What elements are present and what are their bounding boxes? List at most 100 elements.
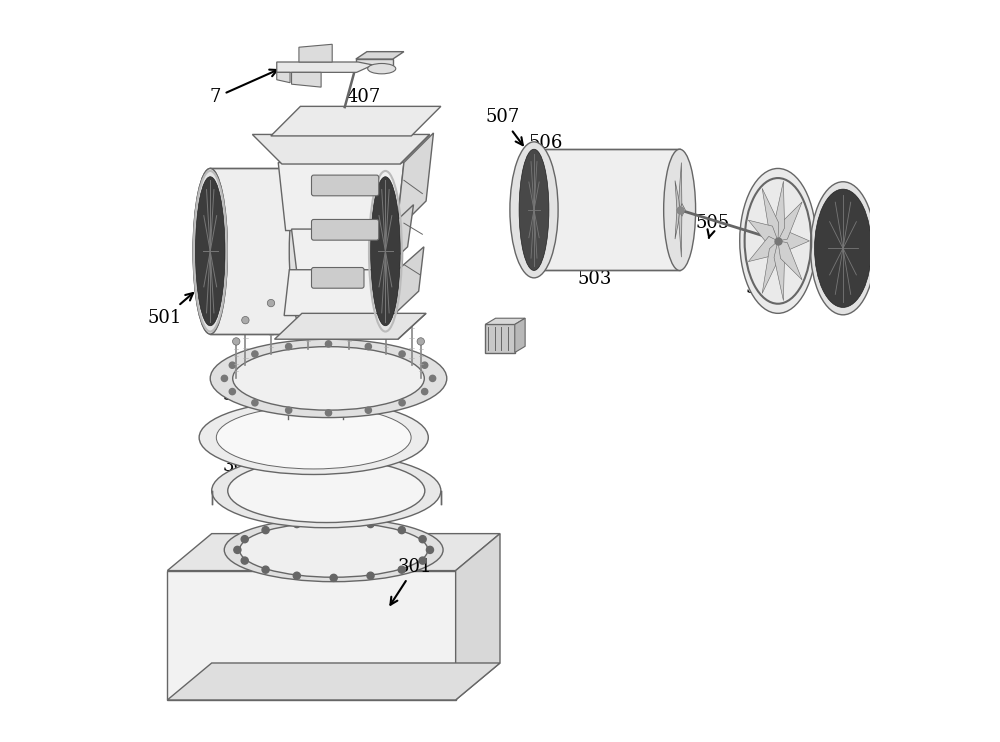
Ellipse shape: [810, 182, 876, 315]
Circle shape: [229, 362, 235, 368]
Text: 507: 507: [485, 108, 523, 145]
Circle shape: [293, 520, 300, 528]
Polygon shape: [356, 52, 404, 59]
Polygon shape: [675, 180, 680, 210]
Circle shape: [241, 557, 248, 564]
Ellipse shape: [368, 168, 402, 334]
Circle shape: [419, 557, 426, 564]
Polygon shape: [210, 168, 306, 334]
Polygon shape: [515, 318, 525, 352]
Ellipse shape: [815, 189, 871, 307]
Circle shape: [345, 290, 353, 298]
Polygon shape: [356, 59, 393, 67]
Circle shape: [293, 572, 300, 580]
Circle shape: [325, 410, 332, 416]
Ellipse shape: [193, 168, 227, 334]
Circle shape: [262, 527, 269, 533]
Circle shape: [398, 566, 405, 574]
Polygon shape: [748, 220, 778, 246]
Polygon shape: [534, 149, 680, 271]
Text: 503: 503: [577, 253, 612, 288]
Ellipse shape: [510, 142, 558, 278]
Text: 302: 302: [348, 452, 383, 475]
Polygon shape: [252, 134, 430, 164]
Polygon shape: [167, 571, 456, 700]
Circle shape: [330, 574, 337, 582]
Polygon shape: [680, 203, 685, 217]
Circle shape: [398, 527, 405, 533]
Ellipse shape: [289, 168, 323, 334]
Ellipse shape: [228, 459, 425, 522]
Circle shape: [426, 546, 433, 554]
Circle shape: [229, 389, 235, 395]
Polygon shape: [774, 181, 785, 241]
Ellipse shape: [519, 149, 549, 271]
Polygon shape: [400, 134, 430, 164]
Ellipse shape: [199, 401, 428, 474]
Circle shape: [365, 344, 371, 349]
Circle shape: [282, 397, 294, 409]
Ellipse shape: [224, 518, 443, 582]
Ellipse shape: [740, 168, 816, 313]
FancyBboxPatch shape: [311, 268, 364, 288]
Circle shape: [221, 375, 228, 381]
Polygon shape: [774, 241, 785, 301]
Circle shape: [286, 407, 292, 413]
Circle shape: [241, 536, 248, 542]
Polygon shape: [397, 133, 433, 231]
Circle shape: [382, 299, 390, 306]
Circle shape: [408, 316, 415, 324]
Text: 7: 7: [210, 70, 277, 107]
Text: 504: 504: [649, 191, 683, 214]
Text: 506: 506: [529, 134, 581, 165]
Ellipse shape: [664, 149, 696, 271]
Text: 301: 301: [390, 558, 432, 605]
Polygon shape: [275, 313, 426, 339]
Circle shape: [252, 351, 258, 357]
Text: 304: 304: [351, 385, 386, 408]
Ellipse shape: [216, 406, 411, 469]
Polygon shape: [679, 210, 682, 257]
Circle shape: [429, 375, 436, 381]
Text: 508: 508: [745, 265, 780, 298]
Polygon shape: [675, 209, 680, 239]
Circle shape: [337, 397, 349, 409]
Polygon shape: [762, 241, 779, 293]
Polygon shape: [485, 324, 515, 352]
Text: 407: 407: [346, 88, 380, 116]
Polygon shape: [299, 45, 332, 62]
Polygon shape: [398, 313, 426, 339]
Circle shape: [234, 546, 241, 554]
Polygon shape: [762, 188, 779, 241]
Polygon shape: [778, 231, 809, 251]
Polygon shape: [167, 663, 500, 700]
Polygon shape: [456, 533, 500, 700]
Polygon shape: [778, 241, 802, 280]
Polygon shape: [679, 162, 682, 210]
Text: 303: 303: [223, 444, 265, 475]
Ellipse shape: [193, 168, 227, 334]
Circle shape: [262, 566, 269, 574]
Polygon shape: [284, 270, 398, 315]
Polygon shape: [278, 162, 404, 231]
Polygon shape: [393, 247, 424, 315]
Polygon shape: [748, 237, 778, 262]
Polygon shape: [778, 202, 802, 241]
Circle shape: [422, 389, 428, 395]
Polygon shape: [292, 229, 388, 272]
Ellipse shape: [240, 522, 428, 577]
Circle shape: [267, 299, 275, 306]
FancyBboxPatch shape: [311, 220, 379, 240]
Polygon shape: [485, 318, 525, 324]
Polygon shape: [167, 533, 500, 571]
Circle shape: [325, 341, 332, 347]
Circle shape: [286, 344, 292, 349]
Circle shape: [311, 390, 323, 401]
Polygon shape: [292, 73, 321, 87]
Ellipse shape: [210, 339, 447, 418]
Polygon shape: [277, 62, 373, 73]
Text: 8: 8: [504, 319, 521, 337]
Circle shape: [422, 362, 428, 368]
Ellipse shape: [368, 64, 396, 74]
Text: 502: 502: [592, 168, 627, 191]
